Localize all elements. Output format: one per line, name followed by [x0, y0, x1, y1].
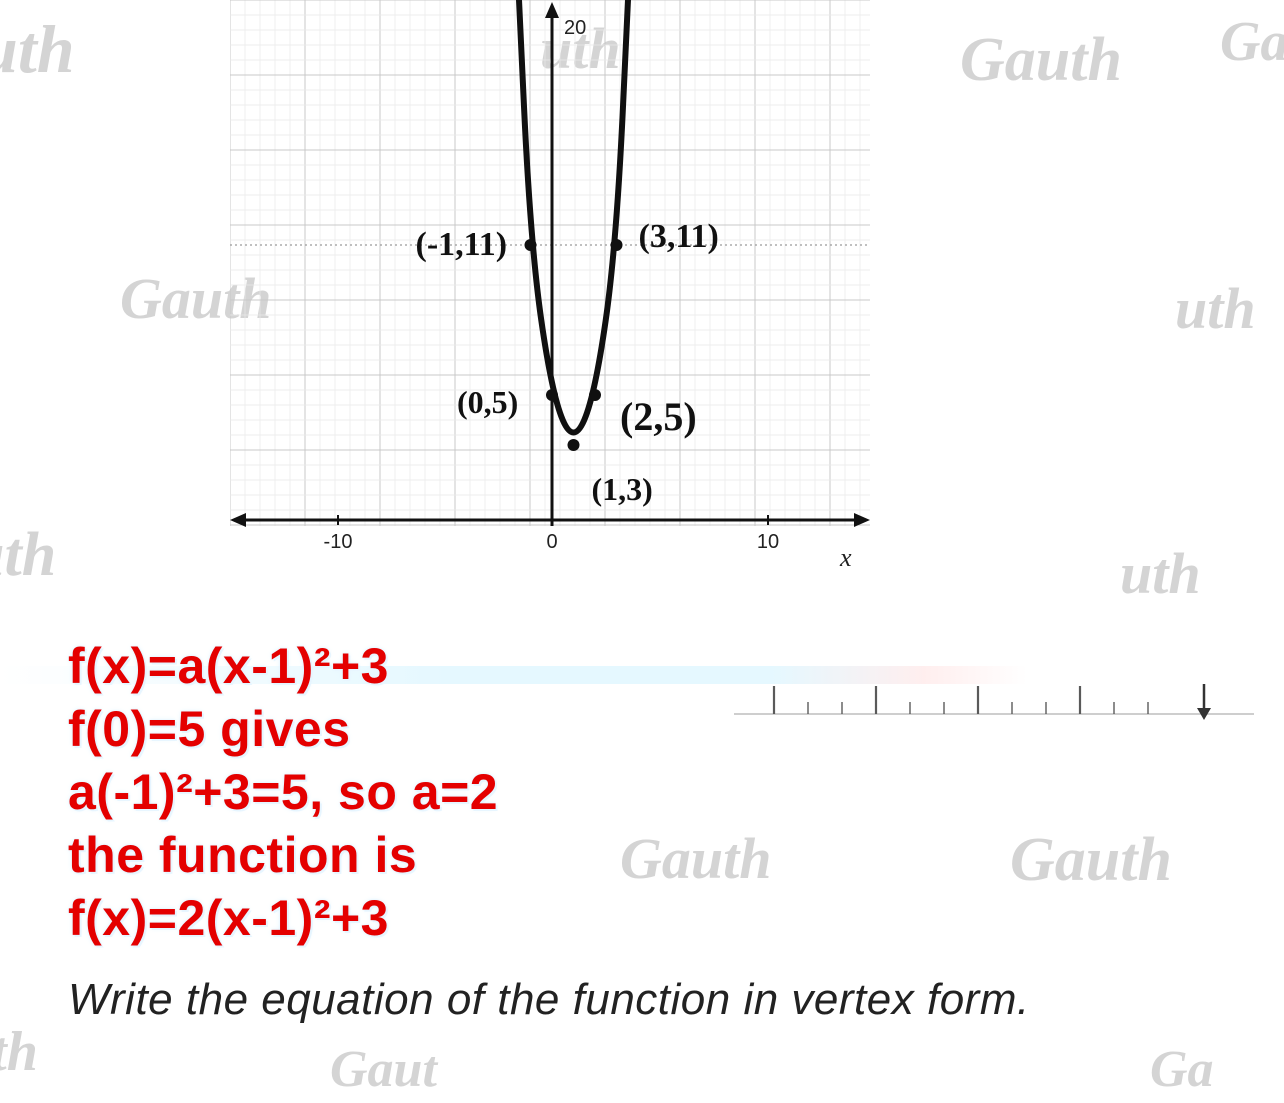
- data-point: [611, 239, 623, 251]
- point-label: (2,5): [620, 394, 697, 439]
- page-root: uthGauthuthGauthGauthuthuthGauthGauthuth…: [0, 0, 1284, 1103]
- solution-line: the function is: [68, 824, 498, 887]
- solution-line: f(0)=5 gives: [68, 698, 498, 761]
- data-point: [546, 389, 558, 401]
- ruler-ticks: [734, 680, 1254, 735]
- prompt-text: Write the equation of the function in ve…: [68, 975, 1030, 1024]
- chart-svg: -10 0 10 20 x (-1,11) (3,11) (0,5) (2,5) (1,3): [230, 0, 870, 635]
- watermark: Ga: [1150, 1040, 1214, 1099]
- y-tick-label: 20: [564, 17, 586, 39]
- point-label: (1,3): [592, 471, 653, 507]
- watermark: uth: [1120, 540, 1201, 607]
- watermark: uth: [0, 1020, 38, 1084]
- point-label: (-1,11): [416, 226, 508, 263]
- watermark: Gaut: [330, 1040, 437, 1099]
- solution-line: f(x)=2(x-1)²+3: [68, 887, 498, 950]
- watermark: Ga: [1220, 10, 1284, 74]
- x-tick-label: 10: [757, 531, 779, 553]
- point-label: (0,5): [457, 384, 518, 420]
- x-axis-label: x: [839, 543, 852, 572]
- x-tick-label: -10: [324, 531, 353, 553]
- solution-line: f(x)=a(x-1)²+3: [68, 635, 498, 698]
- parabola-curve: [518, 0, 630, 433]
- watermark: Gauth: [620, 825, 772, 892]
- grid: [230, 0, 870, 526]
- question-prompt: Write the equation of the function in ve…: [68, 975, 1030, 1025]
- parabola-chart: -10 0 10 20 x (-1,11) (3,11) (0,5) (2,5) (1,3): [230, 0, 870, 635]
- data-point: [525, 239, 537, 251]
- watermark: Gauth: [960, 25, 1122, 96]
- data-point: [589, 389, 601, 401]
- watermark: uth: [0, 10, 75, 89]
- solution-text: f(x)=a(x-1)²+3f(0)=5 givesa(-1)²+3=5, so…: [68, 635, 498, 950]
- watermark: uth: [0, 520, 56, 591]
- watermark: uth: [1175, 275, 1256, 342]
- data-point: [568, 439, 580, 451]
- solution-line: a(-1)²+3=5, so a=2: [68, 761, 498, 824]
- x-tick-label: 0: [546, 531, 557, 553]
- watermark: Gauth: [1010, 825, 1172, 896]
- point-label: (3,11): [639, 218, 719, 255]
- axes: [230, 2, 870, 527]
